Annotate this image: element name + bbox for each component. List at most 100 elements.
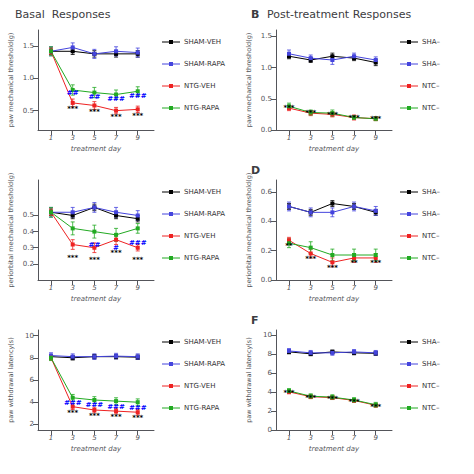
svg-text:***: *** [370,403,381,411]
svg-text:9: 9 [374,434,379,442]
svg-text:SHAM-VEH: SHAM-VEH [184,188,221,196]
svg-text:SHAM-RAPA: SHAM-RAPA [184,60,225,68]
svg-text:9: 9 [374,284,379,292]
svg-text:NTG-VEH: NTG-VEH [184,232,216,240]
svg-text:5: 5 [330,284,335,292]
svg-text:7: 7 [352,434,357,442]
svg-text:9: 9 [374,134,379,142]
svg-text:SHA–: SHA– [422,360,440,368]
svg-text:***: *** [67,105,78,113]
svg-text:NTG-RAPA: NTG-RAPA [184,404,220,412]
svg-text:#: # [113,244,119,252]
svg-text:6: 6 [268,369,273,377]
svg-text:5: 5 [330,134,335,142]
svg-text:7: 7 [114,134,119,142]
svg-text:3: 3 [308,434,312,442]
svg-text:NTG-RAPA: NTG-RAPA [184,104,220,112]
svg-text:B: B [251,8,259,21]
svg-text:###: ### [129,239,147,247]
svg-text:8: 8 [30,354,34,362]
svg-text:***: *** [132,414,143,422]
svg-text:SHA–: SHA– [422,188,440,196]
svg-text:###: ### [86,401,104,409]
svg-text:***: *** [132,256,143,264]
svg-text:***: *** [305,109,316,117]
svg-text:treatment day: treatment day [309,145,360,153]
svg-text:***: *** [89,108,100,116]
svg-text:***: *** [111,113,122,121]
svg-text:1: 1 [49,284,53,292]
svg-text:9: 9 [136,284,141,292]
svg-text:***: *** [67,409,78,417]
svg-text:8: 8 [268,350,272,358]
svg-text:treatment day: treatment day [309,445,360,453]
svg-text:paw mechanical threshold(g): paw mechanical threshold(g) [245,33,253,128]
svg-text:***: *** [327,395,338,403]
svg-text:##: ## [89,241,101,249]
svg-text:treatment day: treatment day [71,445,122,453]
svg-text:periorbital mechanical thresho: periorbital mechanical threshold(g) [245,173,253,288]
svg-text:3: 3 [308,134,312,142]
svg-text:5: 5 [330,434,335,442]
svg-text:treatment day: treatment day [71,295,122,303]
svg-text:###: ### [129,92,147,100]
svg-text:1.5: 1.5 [261,32,272,40]
svg-text:0.4: 0.4 [261,217,273,225]
svg-text:***: *** [132,112,143,120]
svg-text:7: 7 [114,434,119,442]
svg-text:4: 4 [268,388,273,396]
svg-text:0.3: 0.3 [23,244,34,252]
svg-text:###: ### [107,95,125,103]
svg-text:2: 2 [30,420,34,428]
svg-text:SHA–: SHA– [422,38,440,46]
svg-text:SHAM-RAPA: SHAM-RAPA [184,360,225,368]
svg-text:***: *** [284,389,295,397]
svg-text:5: 5 [92,434,97,442]
svg-text:***: *** [370,115,381,123]
svg-text:**: ** [285,242,293,250]
svg-text:7: 7 [352,134,357,142]
svg-text:treatment day: treatment day [309,295,360,303]
svg-text:SHAM-RAPA: SHAM-RAPA [184,210,225,218]
svg-text:1: 1 [49,434,53,442]
svg-text:D: D [251,164,260,177]
svg-text:***: *** [89,256,100,264]
svg-text:6: 6 [30,376,35,384]
svg-text:1.0: 1.0 [23,74,34,82]
svg-text:3: 3 [308,284,312,292]
svg-text:0.2: 0.2 [261,247,272,255]
svg-text:NTC–: NTC– [422,254,440,262]
svg-text:0.5: 0.5 [23,211,34,219]
svg-text:3: 3 [70,284,74,292]
svg-text:1.5: 1.5 [23,42,34,50]
svg-text:***: *** [327,111,338,119]
svg-text:F: F [251,314,259,327]
svg-text:paw withdrawal latency(s): paw withdrawal latency(s) [7,337,15,423]
svg-text:##: ## [89,93,101,101]
svg-text:periorbital mechanical thresho: periorbital mechanical threshold(g) [7,173,15,288]
svg-text:5: 5 [92,134,97,142]
svg-text:###: ### [64,399,82,407]
svg-text:paw withdrawal latency(s): paw withdrawal latency(s) [245,337,253,423]
svg-text:***: *** [370,259,381,267]
svg-text:NTG-VEH: NTG-VEH [184,382,216,390]
svg-text:***: *** [305,255,316,263]
svg-text:0.5: 0.5 [23,107,34,115]
svg-text:SHAM-VEH: SHAM-VEH [184,38,221,46]
svg-text:treatment day: treatment day [71,145,122,153]
svg-text:9: 9 [136,134,141,142]
svg-text:NTG-VEH: NTG-VEH [184,82,216,90]
svg-text:***: *** [67,254,78,262]
svg-text:SHA–: SHA– [422,210,440,218]
svg-text:NTC–: NTC– [422,104,440,112]
svg-text:2: 2 [268,407,272,415]
svg-text:***: *** [111,413,122,421]
svg-text:10: 10 [263,331,272,339]
svg-text:0.2: 0.2 [23,260,34,268]
svg-text:NTC–: NTC– [422,232,440,240]
svg-text:###: ### [107,403,125,411]
svg-text:0.5: 0.5 [261,95,272,103]
svg-text:7: 7 [114,284,119,292]
svg-text:SHA–: SHA– [422,60,440,68]
svg-text:3: 3 [70,434,74,442]
